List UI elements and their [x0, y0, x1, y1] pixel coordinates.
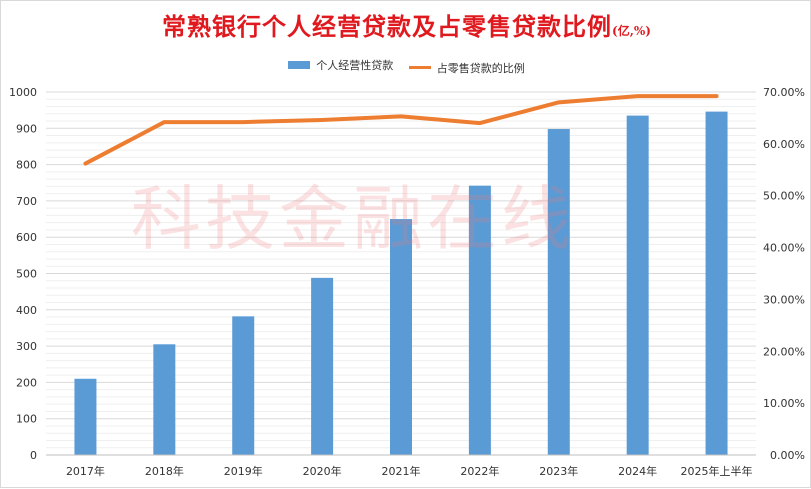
- y-left-tick-label: 600: [16, 231, 37, 244]
- bar: [74, 378, 97, 455]
- bar: [547, 129, 570, 455]
- y-right-tick-label: 60.00%: [763, 138, 805, 151]
- y-left-tick-label: 300: [16, 340, 37, 353]
- line-point: [320, 118, 324, 122]
- line-point: [715, 94, 719, 98]
- legend-item-line: 占零售贷款的比例: [408, 60, 525, 76]
- x-tick-label: 2019年: [224, 464, 263, 478]
- watermark: 科技金融在线: [131, 178, 575, 260]
- bar: [232, 316, 255, 455]
- y-right-tick-label: 50.00%: [763, 190, 805, 203]
- chart-title-unit: (亿,%): [612, 24, 651, 38]
- y-left-tick-label: 200: [16, 376, 37, 389]
- x-tick-label: 2017年: [66, 464, 105, 478]
- y-left-tick-label: 400: [16, 304, 37, 317]
- line-point: [241, 120, 245, 124]
- legend-swatch-bar: [288, 61, 311, 69]
- y-left-tick-label: 1000: [9, 86, 37, 99]
- x-tick-label: 2025年上半年: [681, 464, 753, 478]
- line-point: [557, 100, 561, 104]
- y-right-tick-label: 0.00%: [770, 449, 805, 462]
- y-right-tick-label: 40.00%: [763, 242, 805, 255]
- bar: [153, 344, 176, 455]
- y-left-tick-label: 500: [16, 268, 37, 281]
- x-tick-label: 2021年: [382, 464, 421, 478]
- y-right-tick-label: 70.00%: [763, 86, 805, 99]
- x-tick-label: 2023年: [539, 464, 578, 478]
- chart-title-text: 常熟银行个人经营贷款及占零售贷款比例: [162, 12, 613, 41]
- x-tick-label: 2024年: [618, 464, 657, 478]
- bar: [626, 115, 649, 455]
- bar: [311, 277, 334, 455]
- line-point: [636, 94, 640, 98]
- bar: [390, 219, 412, 455]
- legend-item-bar: 个人经营性贷款: [288, 57, 393, 73]
- line-point: [83, 162, 87, 166]
- y-right-tick-label: 10.00%: [763, 397, 805, 410]
- y-left-tick-label: 900: [16, 122, 37, 135]
- line-point: [478, 121, 482, 125]
- line-point: [399, 114, 403, 118]
- x-tick-label: 2020年: [303, 464, 342, 478]
- y-right-tick-label: 20.00%: [763, 345, 805, 358]
- legend-swatch-line: [408, 66, 431, 69]
- bar: [468, 185, 491, 456]
- y-left-tick-label: 100: [16, 413, 37, 426]
- y-left-tick-label: 800: [16, 159, 37, 172]
- y-right-tick-label: 30.00%: [763, 293, 805, 306]
- x-tick-label: 2022年: [460, 464, 499, 478]
- legend: 个人经营性贷款 占零售贷款的比例: [1, 57, 811, 76]
- x-tick-label: 2018年: [145, 464, 184, 478]
- legend-label-line: 占零售贷款的比例: [436, 61, 525, 75]
- bar: [705, 111, 728, 456]
- chart-title: 常熟银行个人经营贷款及占零售贷款比例(亿,%): [1, 7, 811, 42]
- legend-label-bar: 个人经营性贷款: [316, 59, 394, 72]
- line-point: [162, 120, 166, 124]
- y-left-tick-label: 0: [30, 449, 37, 462]
- y-left-tick-label: 700: [16, 195, 37, 208]
